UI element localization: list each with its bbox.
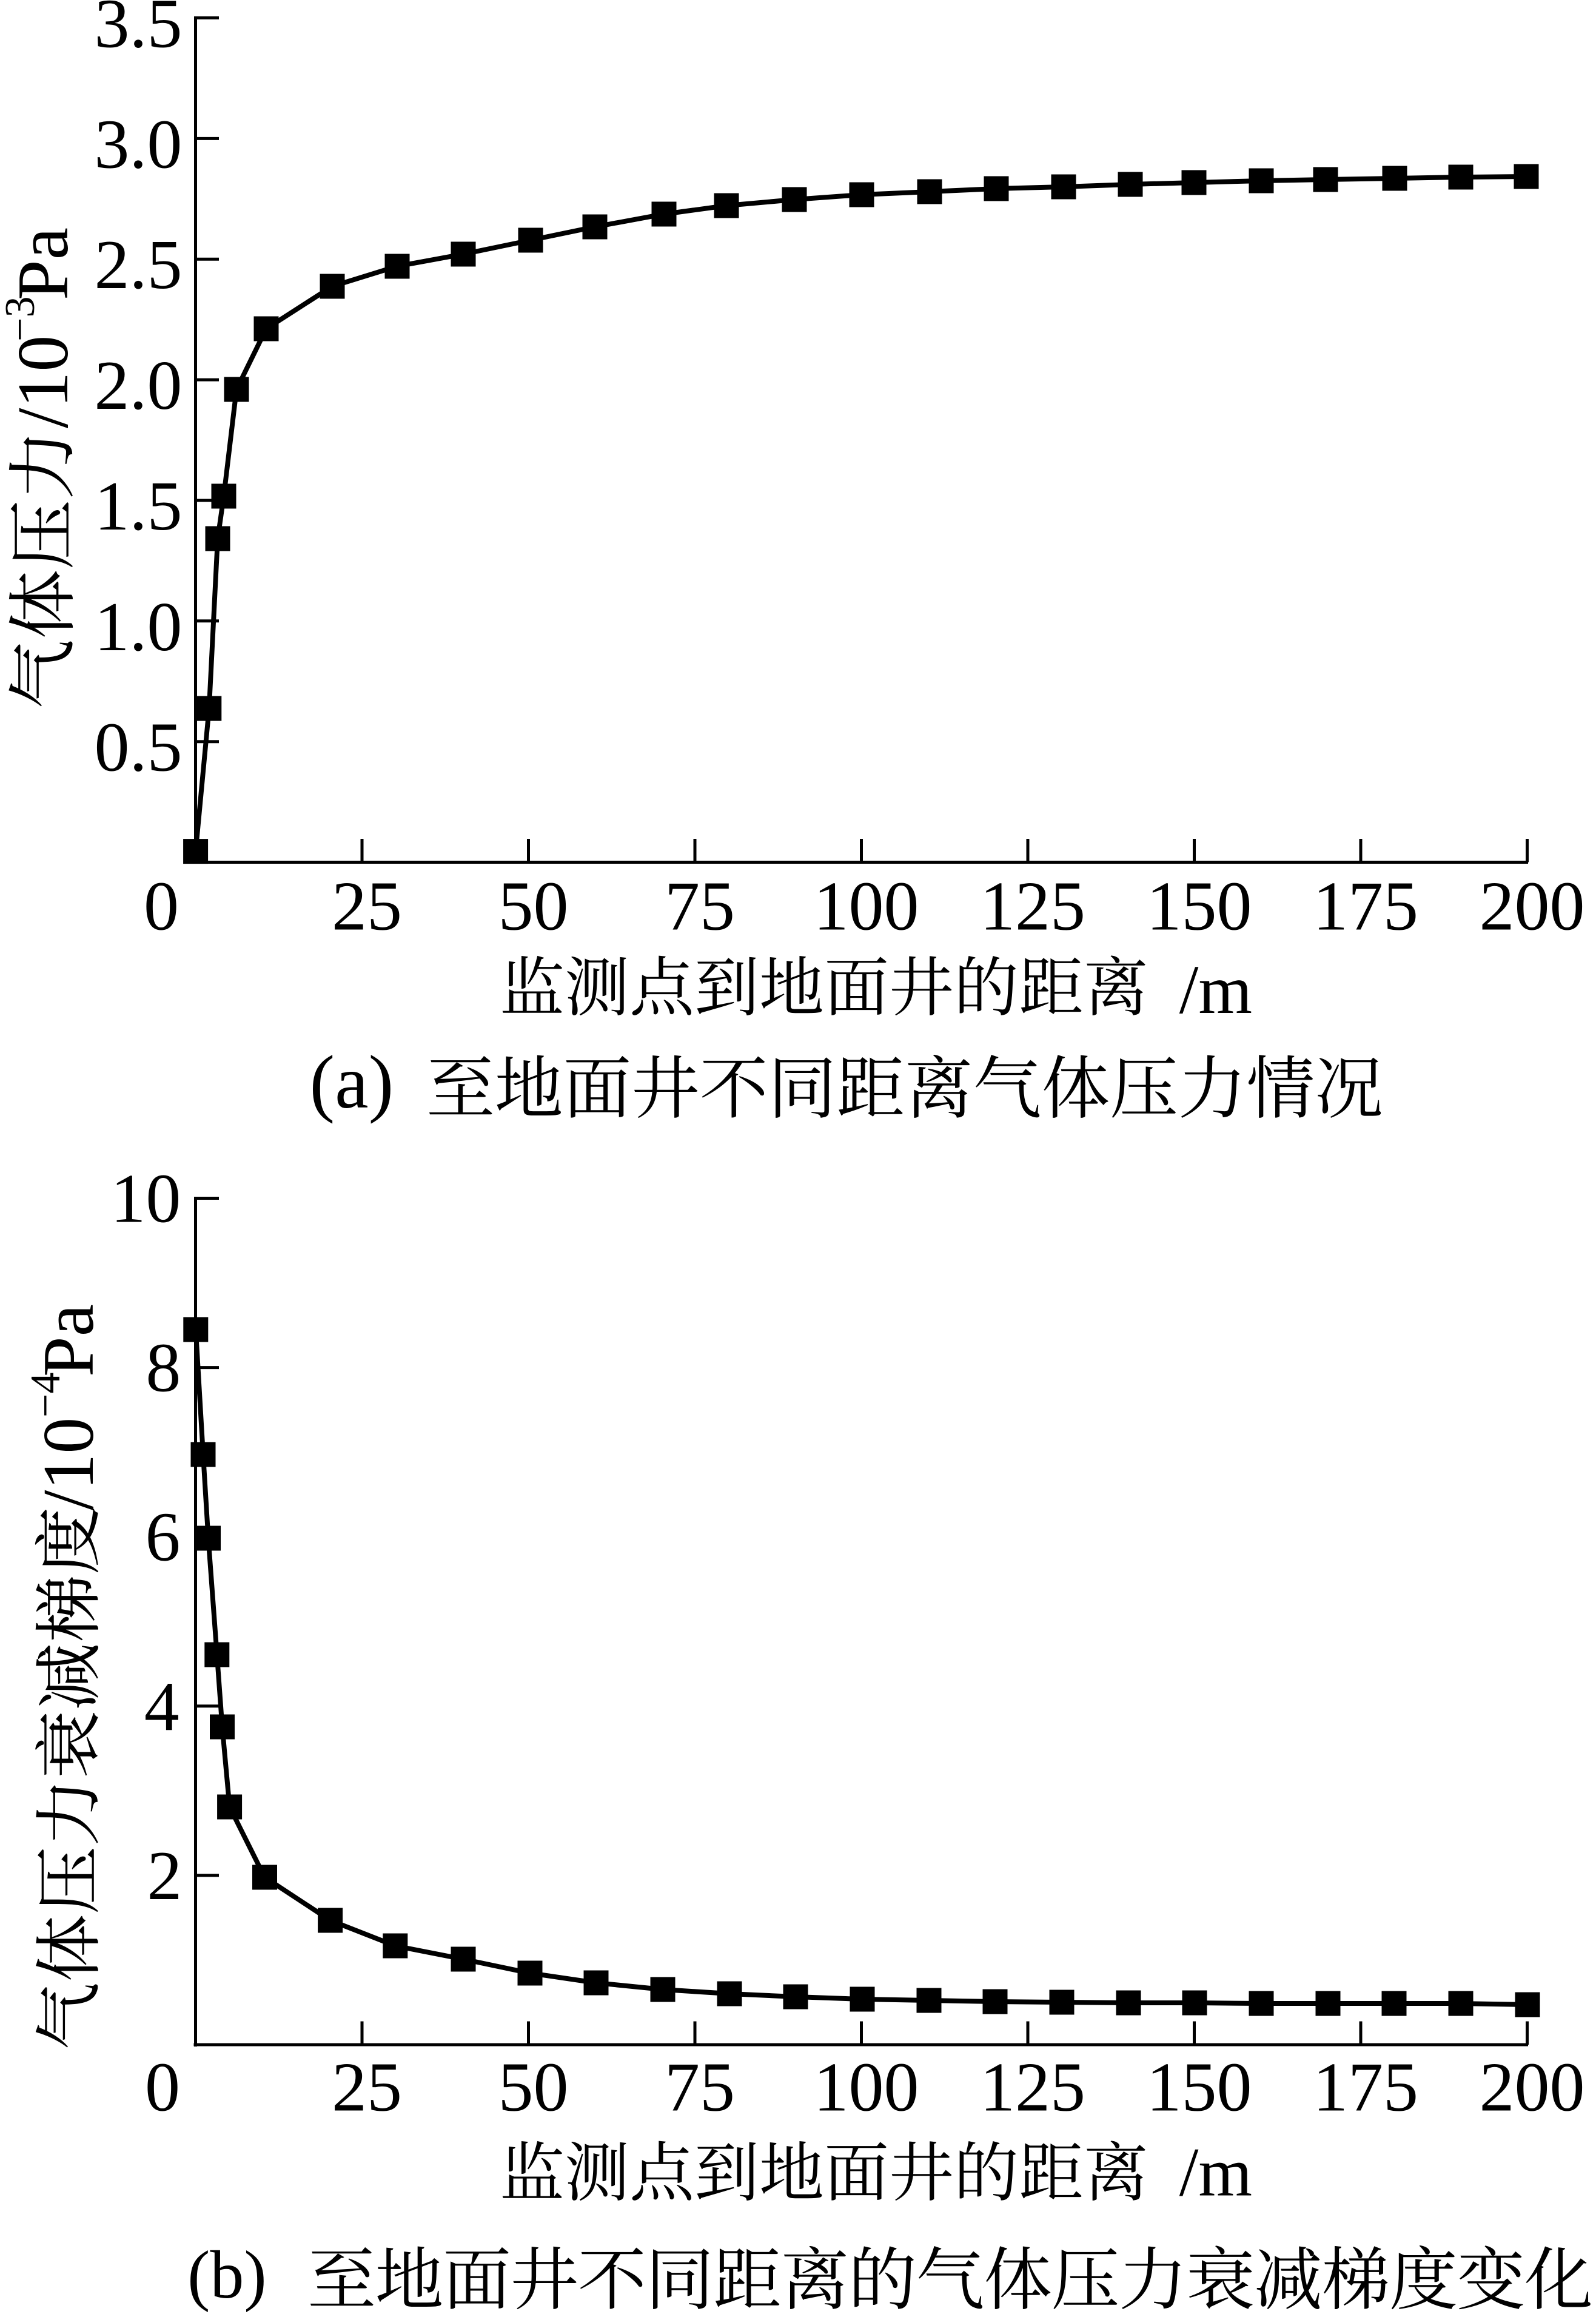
svg-text:/10: /10 bbox=[2, 335, 83, 428]
svg-text:1.5: 1.5 bbox=[95, 468, 183, 545]
svg-text:175: 175 bbox=[1313, 2049, 1418, 2127]
svg-text:3.0: 3.0 bbox=[94, 106, 182, 183]
svg-text:0: 0 bbox=[145, 2049, 180, 2127]
svg-text:/m: /m bbox=[1179, 951, 1252, 1028]
svg-text:6: 6 bbox=[146, 1499, 181, 1576]
svg-text:50: 50 bbox=[498, 868, 569, 946]
svg-text:175: 175 bbox=[1313, 868, 1418, 946]
svg-text:1.0: 1.0 bbox=[94, 588, 182, 666]
svg-text:125: 125 bbox=[980, 868, 1085, 946]
svg-text:125: 125 bbox=[980, 2049, 1085, 2127]
svg-text:100: 100 bbox=[814, 868, 919, 946]
svg-text:Pa: Pa bbox=[2, 227, 83, 300]
svg-text:4: 4 bbox=[144, 1668, 179, 1746]
svg-text:2.0: 2.0 bbox=[94, 347, 182, 425]
svg-text:150: 150 bbox=[1147, 868, 1252, 946]
svg-text:200: 200 bbox=[1480, 2049, 1585, 2127]
svg-text:50: 50 bbox=[498, 2049, 569, 2127]
svg-text:−4: −4 bbox=[22, 1373, 69, 1418]
svg-text:150: 150 bbox=[1147, 2049, 1252, 2127]
svg-text:8: 8 bbox=[146, 1330, 181, 1407]
svg-text:75: 75 bbox=[665, 868, 735, 946]
svg-text:25: 25 bbox=[332, 868, 402, 946]
svg-text:Pa: Pa bbox=[28, 1304, 109, 1377]
svg-text:200: 200 bbox=[1480, 868, 1585, 946]
svg-text:75: 75 bbox=[665, 2049, 735, 2127]
svg-text:(b): (b) bbox=[187, 2238, 267, 2313]
svg-text:−3: −3 bbox=[0, 297, 44, 341]
svg-text:3.5: 3.5 bbox=[95, 0, 183, 63]
svg-text:2.5: 2.5 bbox=[95, 226, 183, 304]
svg-text:10: 10 bbox=[110, 1160, 181, 1238]
svg-text:0.5: 0.5 bbox=[95, 709, 183, 787]
svg-text:0: 0 bbox=[144, 868, 179, 946]
svg-text:/10: /10 bbox=[28, 1418, 109, 1510]
svg-text:25: 25 bbox=[332, 2049, 402, 2127]
svg-text:2: 2 bbox=[147, 1837, 182, 1915]
svg-text:100: 100 bbox=[814, 2049, 919, 2127]
svg-text:/m: /m bbox=[1179, 2134, 1252, 2211]
svg-text:(a): (a) bbox=[310, 1041, 394, 1125]
